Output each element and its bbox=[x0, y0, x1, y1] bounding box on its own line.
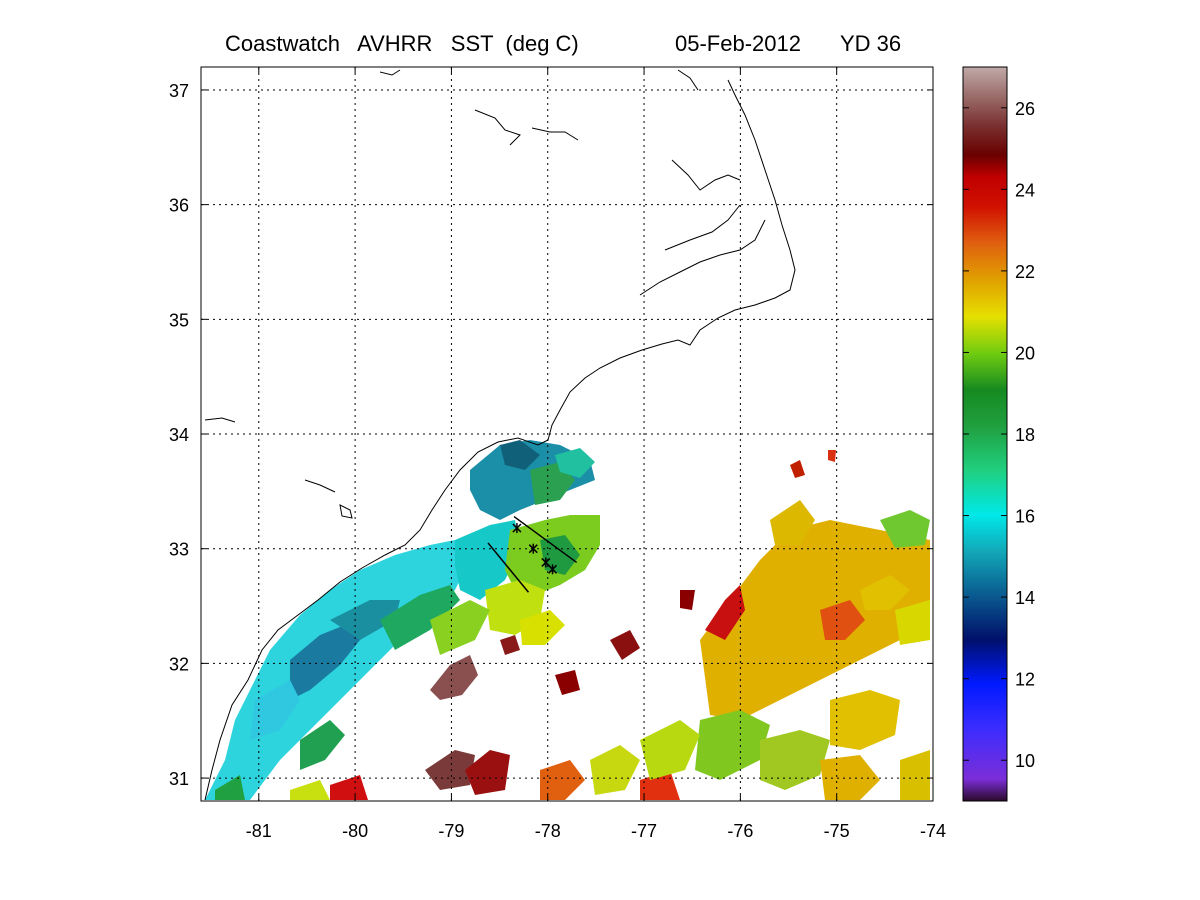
lat-tick-label: 35 bbox=[169, 310, 189, 330]
colorbar-tick-label: 20 bbox=[1015, 343, 1035, 363]
colorbar-tick-label: 26 bbox=[1015, 99, 1035, 119]
colorbar-tick-label: 18 bbox=[1015, 425, 1035, 445]
coastline bbox=[204, 69, 796, 801]
lat-tick-label: 33 bbox=[169, 540, 189, 560]
lon-tick-label: -74 bbox=[920, 821, 946, 841]
colorbar-tick-label: 10 bbox=[1015, 751, 1035, 771]
station-marker bbox=[541, 557, 551, 568]
transect-lines bbox=[487, 515, 578, 593]
lat-tick-label: 36 bbox=[169, 196, 189, 216]
transect-line bbox=[513, 515, 578, 564]
lon-tick-label: -79 bbox=[438, 821, 464, 841]
lat-tick-label: 37 bbox=[169, 81, 189, 101]
latitude-tick-labels: 31 32 33 34 35 36 37 bbox=[169, 81, 933, 789]
lon-tick-label: -80 bbox=[342, 821, 368, 841]
station-marker bbox=[528, 543, 538, 554]
colorbar-tick-labels: 10 12 14 16 18 20 22 24 26 bbox=[963, 99, 1035, 771]
map-title-yearday: YD 36 bbox=[840, 31, 901, 56]
lon-tick-label: -77 bbox=[631, 821, 657, 841]
longitude-tick-labels: -81 -80 -79 -78 -77 -76 -75 -74 bbox=[246, 67, 946, 841]
colorbar-tick-label: 22 bbox=[1015, 262, 1035, 282]
lon-tick-label: -75 bbox=[824, 821, 850, 841]
map-title-date: 05-Feb-2012 bbox=[675, 31, 801, 56]
lon-tick-label: -76 bbox=[727, 821, 753, 841]
lon-tick-label: -81 bbox=[246, 821, 272, 841]
transect-line bbox=[487, 542, 530, 593]
colorbar-tick-label: 24 bbox=[1015, 180, 1035, 200]
lat-tick-label: 32 bbox=[169, 654, 189, 674]
colorbar bbox=[962, 66, 1008, 802]
lat-tick-label: 31 bbox=[169, 769, 189, 789]
colorbar-tick-label: 16 bbox=[1015, 507, 1035, 527]
colorbar-tick-label: 14 bbox=[1015, 588, 1035, 608]
colorbar-tick-label: 12 bbox=[1015, 670, 1035, 690]
map-title-product: Coastwatch AVHRR SST (deg C) bbox=[225, 31, 579, 56]
sst-data-layer bbox=[205, 440, 930, 800]
lat-tick-label: 34 bbox=[169, 425, 189, 445]
station-marker bbox=[512, 523, 522, 534]
station-marker bbox=[548, 564, 558, 575]
lon-tick-label: -78 bbox=[535, 821, 561, 841]
